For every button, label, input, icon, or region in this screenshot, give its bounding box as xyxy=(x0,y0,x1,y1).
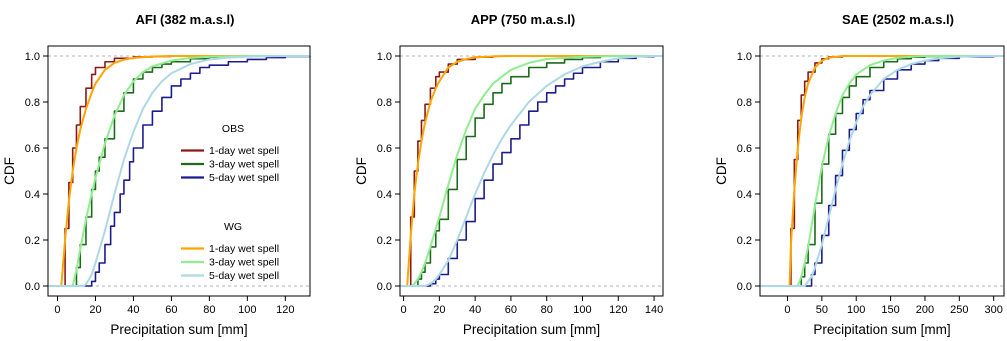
series-obs-2-line xyxy=(48,55,310,287)
series-wg-2-line xyxy=(400,55,663,287)
series-obs-3-line xyxy=(400,55,663,287)
x-tick-label: 80 xyxy=(541,304,553,316)
x-tick-label: 0 xyxy=(784,304,790,316)
y-tick-label: 0.0 xyxy=(25,281,40,293)
x-tick-label: 20 xyxy=(433,304,445,316)
x-tick-label: 120 xyxy=(276,304,294,316)
chart-panel-3: SAE (2502 m.a.s.l) 0.0 0.2 0.4 0.6 0.8 1.0 0 50 1… xyxy=(714,12,1005,337)
x-axis-label: Precipitation sum [mm] xyxy=(813,322,950,337)
y-tick-label: 0.2 xyxy=(737,235,752,247)
series-obs-3-line xyxy=(760,55,1004,287)
x-tick-label: 200 xyxy=(916,304,934,316)
y-tick-label: 0.6 xyxy=(737,143,752,155)
y-tick-label: 1.0 xyxy=(25,51,40,63)
plot-frame xyxy=(759,45,1005,297)
y-tick-label: 0.2 xyxy=(25,235,40,247)
x-tick-label: 20 xyxy=(89,304,101,316)
x-tick-label: 300 xyxy=(985,304,1003,316)
x-tick-label: 120 xyxy=(609,304,627,316)
legend-group-title: OBS xyxy=(222,123,244,135)
legend-label: 5-day wet spell xyxy=(209,270,279,282)
y-axis-label: CDF xyxy=(714,157,729,185)
y-tick-label: 0.6 xyxy=(377,143,392,155)
series-wg-3-line xyxy=(400,55,663,287)
x-tick-label: 100 xyxy=(238,304,256,316)
y-tick-label: 1.0 xyxy=(737,51,752,63)
x-tick-label: 40 xyxy=(469,304,481,316)
y-tick-label: 0.6 xyxy=(25,143,40,155)
y-tick-label: 0.0 xyxy=(377,281,392,293)
x-tick-label: 40 xyxy=(127,304,139,316)
plot-frame xyxy=(399,45,664,297)
x-tick-label: 250 xyxy=(950,304,968,316)
series-wg-1-line xyxy=(400,55,663,287)
series-wg-1-line xyxy=(48,55,310,287)
legend-group-title: WG xyxy=(224,221,242,233)
x-tick-label: 60 xyxy=(165,304,177,316)
x-tick-label: 100 xyxy=(847,304,865,316)
x-tick-label: 140 xyxy=(645,304,663,316)
chart-title: APP (750 m.a.s.l) xyxy=(471,12,576,27)
x-axis-label: Precipitation sum [mm] xyxy=(110,322,247,337)
chart-title: SAE (2502 m.a.s.l) xyxy=(842,12,954,27)
legend-label: 1-day wet spell xyxy=(209,243,279,255)
series-wg-2-line xyxy=(48,55,310,287)
y-tick-label: 0.4 xyxy=(25,189,40,201)
series-obs-2-line xyxy=(400,55,663,287)
x-tick-label: 50 xyxy=(816,304,828,316)
y-axis-label: CDF xyxy=(2,157,17,185)
y-tick-label: 0.4 xyxy=(377,189,392,201)
y-tick-label: 0.8 xyxy=(377,97,392,109)
series-obs-1-line xyxy=(400,55,663,287)
series-obs-3-line xyxy=(48,55,311,287)
x-tick-label: 80 xyxy=(203,304,215,316)
series-wg-3-line xyxy=(48,55,310,287)
x-tick-label: 0 xyxy=(54,304,60,316)
x-tick-label: 60 xyxy=(505,304,517,316)
plot-frame xyxy=(47,45,311,297)
chart-title: AFI (382 m.a.s.l) xyxy=(136,12,235,27)
y-tick-label: 0.8 xyxy=(737,97,752,109)
legend-label: 3-day wet spell xyxy=(209,257,279,269)
series-wg-2-line xyxy=(760,55,1004,287)
chart-panel-2: APP (750 m.a.s.l) 0.0 0.2 0.4 0.6 0.8 1.0 0 20 40… xyxy=(354,12,664,337)
y-tick-label: 0.8 xyxy=(25,97,40,109)
x-tick-label: 0 xyxy=(401,304,407,316)
legend-label: 5-day wet spell xyxy=(209,172,279,184)
y-axis-label: CDF xyxy=(354,157,369,185)
y-tick-label: 1.0 xyxy=(377,51,392,63)
series-wg-3-line xyxy=(760,55,1004,287)
series-wg-1-line xyxy=(760,55,1004,287)
y-tick-label: 0.4 xyxy=(737,189,752,201)
x-tick-label: 150 xyxy=(881,304,899,316)
y-tick-label: 0.0 xyxy=(737,281,752,293)
x-tick-label: 100 xyxy=(573,304,591,316)
chart-panel-1: AFI (382 m.a.s.l) 0.0 0.2 0.4 0.6 0.8 1.0 0 20 40… xyxy=(2,12,311,337)
legend-label: 1-day wet spell xyxy=(209,145,279,157)
x-axis-label: Precipitation sum [mm] xyxy=(463,322,600,337)
legend-label: 3-day wet spell xyxy=(209,159,279,171)
y-tick-label: 0.2 xyxy=(377,235,392,247)
